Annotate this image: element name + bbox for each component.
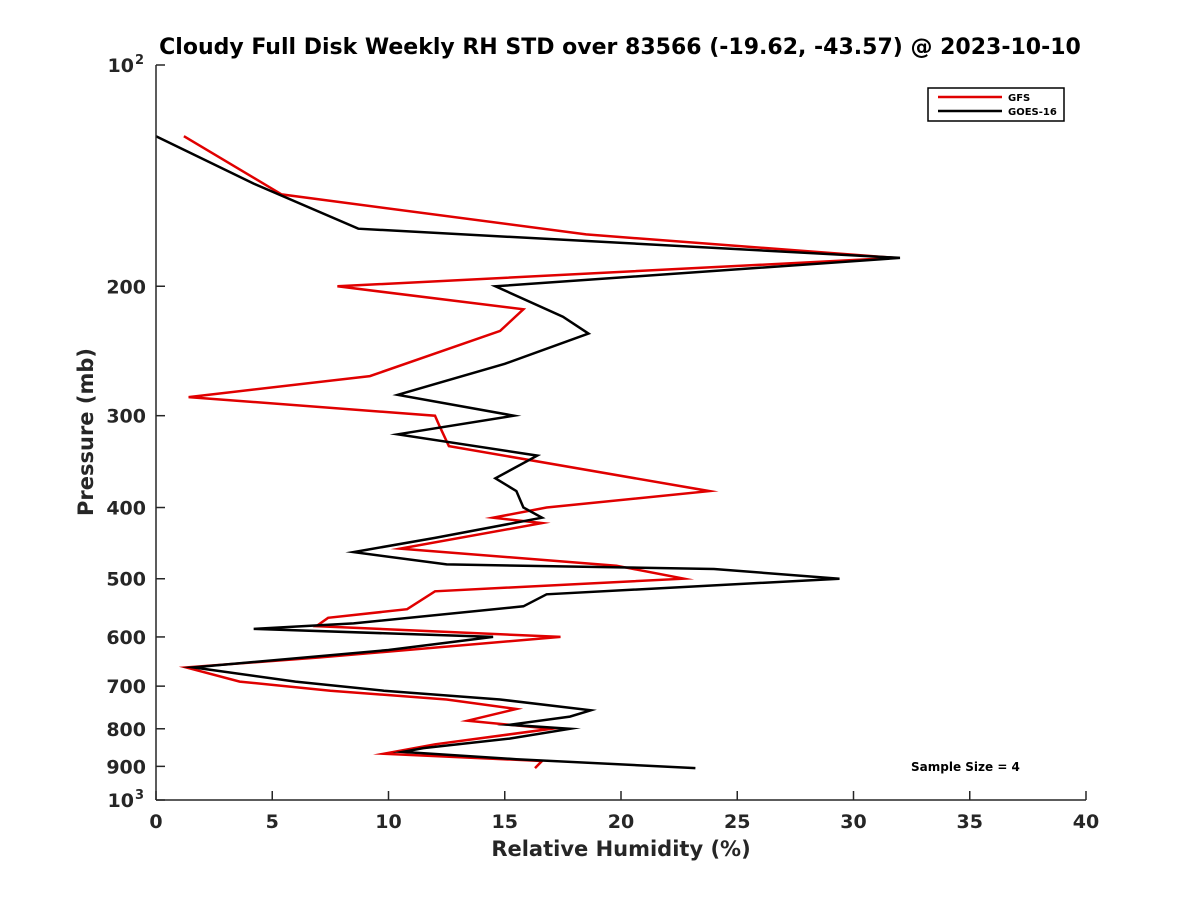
x-tick-label: 20 — [608, 811, 634, 833]
series-line-goes16 — [155, 135, 901, 770]
legend-label-gfs: GFS — [1008, 93, 1030, 104]
legend-label-goes16: GOES-16 — [1008, 107, 1057, 118]
y-tick-base: 10 — [108, 790, 134, 812]
y-tick-label: 600 — [106, 627, 146, 649]
y-tick-exponent: 2 — [135, 53, 144, 68]
y-tick-label: 10 — [108, 790, 134, 812]
y-tick-base: 10 — [108, 55, 134, 77]
y-tick-label: 700 — [106, 676, 146, 698]
sample-size-annotation: Sample Size = 4 — [911, 760, 1020, 774]
y-tick-label: 200 — [106, 276, 146, 298]
x-tick-label: 25 — [724, 811, 750, 833]
x-tick-label: 10 — [375, 811, 401, 833]
y-tick-label: 800 — [106, 719, 146, 741]
legend: GFS GOES-16 — [927, 87, 1065, 122]
x-axis-label: Relative Humidity (%) — [491, 837, 750, 861]
chart-title: Cloudy Full Disk Weekly RH STD over 8356… — [159, 35, 1081, 60]
series-layer — [155, 135, 901, 770]
y-tick-label: 10 — [108, 55, 134, 77]
y-tick-label: 900 — [106, 756, 146, 778]
x-tick-label: 5 — [266, 811, 279, 833]
x-axis-ticks: 0 5 10 15 20 25 30 35 40 — [149, 791, 1099, 833]
x-tick-label: 40 — [1073, 811, 1099, 833]
x-tick-label: 30 — [840, 811, 866, 833]
series-line-gfs — [178, 135, 896, 769]
x-tick-label: 35 — [957, 811, 983, 833]
y-tick-label: 300 — [106, 406, 146, 428]
x-tick-label: 0 — [149, 811, 162, 833]
y-axis-label: Pressure (mb) — [74, 348, 98, 516]
legend-box — [927, 87, 1065, 122]
y-tick-label: 400 — [106, 498, 146, 520]
y-tick-exponent: 3 — [135, 788, 144, 803]
y-tick-label: 500 — [106, 569, 146, 591]
x-tick-label: 15 — [492, 811, 518, 833]
